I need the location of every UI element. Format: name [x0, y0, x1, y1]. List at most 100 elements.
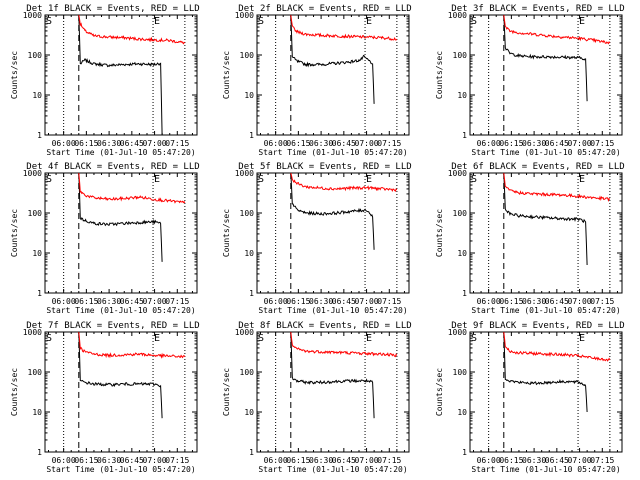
- plot-frame: [44, 172, 198, 294]
- panel-det-3: Det 3f BLACK = Events, RED = LLD 1 10 100 10…: [435, 4, 625, 157]
- x-axis-label: Start Time (01-Jul-10 05:47:20): [46, 148, 195, 157]
- start-marker-label: S: [258, 174, 264, 185]
- y-tick-label: 10: [244, 408, 254, 417]
- panel-det-4: Det 4f BLACK = Events, RED = LLD 1 10 100 10…: [10, 162, 200, 315]
- panel-title: Det 1f BLACK = Events, RED = LLD: [26, 4, 199, 14]
- y-tick-label: 1: [462, 131, 467, 140]
- lld-series-line: [290, 331, 398, 358]
- lld-series-line: [78, 172, 186, 204]
- y-tick-label: 1000: [23, 169, 42, 178]
- events-series-line: [290, 14, 375, 104]
- y-tick-label: 10: [457, 249, 467, 258]
- end-marker-label: E: [579, 333, 585, 344]
- y-tick-label: 10: [244, 91, 254, 100]
- y-tick-label: 100: [453, 51, 468, 60]
- x-tick-label: 06:15: [74, 456, 98, 465]
- x-tick-label: 07:00: [355, 456, 379, 465]
- x-tick-label: 06:30: [97, 139, 121, 148]
- y-axis-label: Counts/sec: [10, 209, 19, 257]
- y-tick-label: 1000: [448, 328, 467, 337]
- x-tick-label: 07:15: [377, 456, 401, 465]
- events-series-line: [503, 14, 588, 102]
- x-tick-label: 06:45: [545, 297, 569, 306]
- y-axis-label: Counts/sec: [435, 51, 444, 99]
- x-tick-label: 07:00: [355, 139, 379, 148]
- x-tick-label: 06:00: [264, 456, 288, 465]
- x-tick-label: 06:15: [74, 297, 98, 306]
- y-tick-label: 1000: [235, 11, 254, 20]
- x-tick-label: 06:45: [332, 139, 356, 148]
- y-tick-label: 1000: [23, 11, 42, 20]
- panel-det-8: Det 8f BLACK = Events, RED = LLD 1 10 100 10…: [222, 321, 412, 474]
- x-tick-label: 06:45: [120, 456, 144, 465]
- x-axis-label: Start Time (01-Jul-10 05:47:20): [46, 306, 195, 315]
- x-tick-label: 07:15: [590, 456, 614, 465]
- panel-title: Det 2f BLACK = Events, RED = LLD: [238, 4, 411, 14]
- x-tick-label: 06:45: [120, 139, 144, 148]
- x-tick-label: 06:15: [286, 139, 310, 148]
- lld-series-line: [290, 14, 398, 41]
- x-tick-label: 06:00: [264, 297, 288, 306]
- lld-series-line: [503, 14, 611, 45]
- y-tick-label: 1000: [235, 328, 254, 337]
- x-axis-label: Start Time (01-Jul-10 05:47:20): [471, 148, 620, 157]
- plot-frame: [469, 14, 623, 136]
- x-tick-label: 06:00: [477, 297, 501, 306]
- y-tick-label: 10: [457, 91, 467, 100]
- x-tick-label: 07:15: [590, 297, 614, 306]
- start-marker-label: S: [258, 16, 264, 27]
- x-tick-label: 06:15: [74, 139, 98, 148]
- y-tick-label: 1000: [448, 169, 467, 178]
- events-series-line: [78, 331, 163, 419]
- x-tick-label: 06:00: [264, 139, 288, 148]
- start-marker-label: S: [471, 333, 477, 344]
- lld-series-line: [78, 14, 186, 45]
- y-tick-label: 100: [240, 368, 255, 377]
- x-tick-label: 07:00: [568, 456, 592, 465]
- x-tick-label: 07:00: [143, 297, 167, 306]
- x-tick-label: 07:00: [143, 139, 167, 148]
- y-tick-label: 1000: [235, 169, 254, 178]
- x-tick-label: 06:00: [477, 456, 501, 465]
- y-tick-label: 100: [28, 368, 43, 377]
- y-tick-label: 100: [453, 368, 468, 377]
- y-tick-label: 100: [240, 209, 255, 218]
- x-tick-label: 06:30: [522, 139, 546, 148]
- panel-title: Det 3f BLACK = Events, RED = LLD: [451, 4, 624, 14]
- panel-title: Det 5f BLACK = Events, RED = LLD: [238, 162, 411, 172]
- x-tick-label: 06:45: [545, 139, 569, 148]
- y-tick-label: 100: [28, 51, 43, 60]
- y-axis-label: Counts/sec: [435, 368, 444, 416]
- x-tick-label: 06:15: [499, 297, 523, 306]
- panel-title: Det 8f BLACK = Events, RED = LLD: [238, 321, 411, 331]
- panel-det-5: Det 5f BLACK = Events, RED = LLD 1 10 100 10…: [222, 162, 412, 315]
- y-tick-label: 1: [249, 131, 254, 140]
- x-tick-label: 07:00: [143, 456, 167, 465]
- end-marker-label: E: [366, 174, 372, 185]
- start-marker-label: S: [258, 333, 264, 344]
- panel-det-7: Det 7f BLACK = Events, RED = LLD 1 10 100 10…: [10, 321, 200, 474]
- x-axis-label: Start Time (01-Jul-10 05:47:20): [258, 465, 407, 474]
- events-series-line: [503, 172, 588, 266]
- x-tick-label: 06:30: [522, 456, 546, 465]
- x-tick-label: 06:30: [97, 456, 121, 465]
- y-tick-label: 100: [240, 51, 255, 60]
- y-tick-label: 1: [462, 289, 467, 298]
- x-tick-label: 06:15: [286, 297, 310, 306]
- panel-det-1: Det 1f BLACK = Events, RED = LLD 1 10 100 10…: [10, 4, 200, 157]
- x-axis-label: Start Time (01-Jul-10 05:47:20): [258, 306, 407, 315]
- x-tick-label: 07:00: [355, 297, 379, 306]
- events-series-line: [78, 14, 163, 136]
- x-tick-label: 06:30: [309, 139, 333, 148]
- x-tick-label: 06:00: [477, 139, 501, 148]
- y-tick-label: 100: [28, 209, 43, 218]
- x-tick-label: 06:45: [332, 456, 356, 465]
- events-series-line: [503, 331, 588, 413]
- y-tick-label: 1: [37, 131, 42, 140]
- x-tick-label: 07:15: [377, 297, 401, 306]
- x-tick-label: 06:15: [499, 456, 523, 465]
- start-marker-label: S: [46, 16, 52, 27]
- plot-frame: [44, 14, 198, 136]
- panel-title: Det 6f BLACK = Events, RED = LLD: [451, 162, 624, 172]
